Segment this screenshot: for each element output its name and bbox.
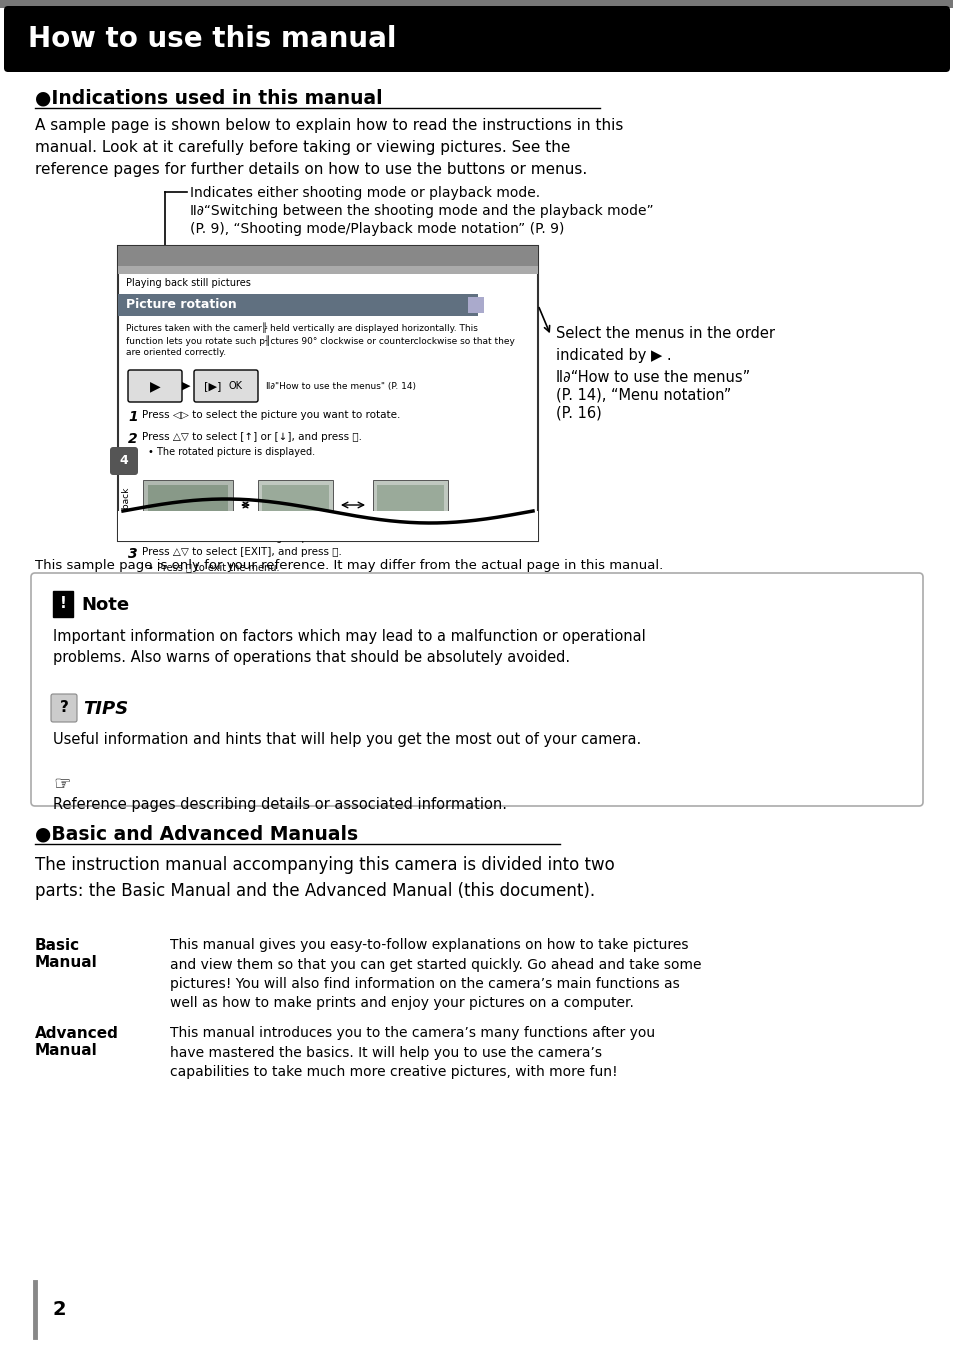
Text: Press △▽ to select [EXIT], and press ⓪.: Press △▽ to select [EXIT], and press ⓪. <box>142 547 341 556</box>
Bar <box>468 297 483 313</box>
Bar <box>373 480 448 531</box>
Bar <box>143 480 233 531</box>
Bar <box>257 480 333 531</box>
Text: • The rotated picture is displayed.: • The rotated picture is displayed. <box>148 446 314 457</box>
Text: 1: 1 <box>128 410 137 423</box>
Text: Press △▽ to select [↑] or [↓], and press ⓪.: Press △▽ to select [↑] or [↓], and press… <box>142 432 361 442</box>
Text: Playback: Playback <box>121 487 130 527</box>
Text: Ⅱ∂“How to use the menus”: Ⅱ∂“How to use the menus” <box>556 370 749 385</box>
Text: ▶: ▶ <box>150 379 160 394</box>
Text: Select the menus in the order: Select the menus in the order <box>556 326 774 341</box>
Text: (P. 14), “Menu notation”: (P. 14), “Menu notation” <box>556 388 731 403</box>
Bar <box>118 246 537 541</box>
FancyBboxPatch shape <box>128 370 182 402</box>
Bar <box>118 294 477 316</box>
Text: This manual gives you easy-to-follow explanations on how to take pictures
and vi: This manual gives you easy-to-follow exp… <box>170 938 700 1011</box>
Bar <box>118 266 537 274</box>
Text: ▶: ▶ <box>182 381 190 391</box>
Text: Original picture: Original picture <box>262 535 333 543</box>
Text: (P. 16): (P. 16) <box>556 406 601 421</box>
Text: ●Indications used in this manual: ●Indications used in this manual <box>35 88 382 107</box>
Text: 2: 2 <box>53 1300 67 1319</box>
FancyBboxPatch shape <box>4 5 949 72</box>
Text: ☞: ☞ <box>53 775 71 794</box>
Text: !: ! <box>59 597 67 612</box>
Text: indicated by ▶ .: indicated by ▶ . <box>556 347 671 364</box>
Text: Basic
Manual: Basic Manual <box>35 938 97 970</box>
Text: Playing back still pictures: Playing back still pictures <box>126 278 251 288</box>
Bar <box>148 484 228 525</box>
Text: Ⅱ∂"How to use the menus" (P. 14): Ⅱ∂"How to use the menus" (P. 14) <box>266 381 416 391</box>
Text: Advanced
Manual: Advanced Manual <box>35 1026 119 1058</box>
Text: ●Basic and Advanced Manuals: ●Basic and Advanced Manuals <box>35 824 357 843</box>
Text: Important information on factors which may lead to a malfunction or operational
: Important information on factors which m… <box>53 630 645 665</box>
Bar <box>53 592 73 617</box>
Text: The instruction manual accompanying this camera is divided into two
parts: the B: The instruction manual accompanying this… <box>35 856 614 900</box>
Text: ?: ? <box>59 700 69 715</box>
FancyBboxPatch shape <box>30 573 923 806</box>
Text: Press ◁▷ to select the picture you want to rotate.: Press ◁▷ to select the picture you want … <box>142 410 400 421</box>
Text: Indicates either shooting mode or playback mode.: Indicates either shooting mode or playba… <box>190 186 539 199</box>
FancyBboxPatch shape <box>51 693 77 722</box>
Text: • Press ⓪ to exit the menu.: • Press ⓪ to exit the menu. <box>148 562 279 573</box>
Text: Ⅱ∂“Switching between the shooting mode and the playback mode”: Ⅱ∂“Switching between the shooting mode a… <box>190 204 653 218</box>
Text: 2: 2 <box>128 432 137 446</box>
Text: are oriented correctly.: are oriented correctly. <box>126 347 226 357</box>
Bar <box>118 512 537 541</box>
Text: A sample page is shown below to explain how to read the instructions in this
man: A sample page is shown below to explain … <box>35 118 622 178</box>
Text: Useful information and hints that will help you get the most out of your camera.: Useful information and hints that will h… <box>53 731 640 746</box>
Text: This sample page is only for your reference. It may differ from the actual page : This sample page is only for your refere… <box>35 559 662 573</box>
Text: This manual introduces you to the camera’s many functions after you
have mastere: This manual introduces you to the camera… <box>170 1026 655 1079</box>
Bar <box>0 0 953 8</box>
Bar <box>118 246 537 266</box>
Text: How to use this manual: How to use this manual <box>28 24 396 53</box>
Text: OK: OK <box>229 381 243 391</box>
Text: Picture rotation: Picture rotation <box>126 299 236 312</box>
Text: Reference pages describing details or associated information.: Reference pages describing details or as… <box>53 797 506 811</box>
Text: Pictures taken with the camer╠ held vertically are displayed horizontally. This: Pictures taken with the camer╠ held vert… <box>126 322 477 332</box>
Text: 3: 3 <box>128 547 137 560</box>
FancyBboxPatch shape <box>110 446 138 475</box>
Text: (P. 9), “Shooting mode/Playback mode notation” (P. 9): (P. 9), “Shooting mode/Playback mode not… <box>190 223 564 236</box>
Bar <box>376 484 443 525</box>
Text: [▶]: [▶] <box>204 381 221 391</box>
Text: function lets you rotate such p╢ctures 90° clockwise or counterclockwise so that: function lets you rotate such p╢ctures 9… <box>126 335 515 346</box>
Text: Note: Note <box>81 596 129 613</box>
Bar <box>262 484 329 525</box>
FancyBboxPatch shape <box>193 370 257 402</box>
Text: TIPS: TIPS <box>83 700 128 718</box>
Text: 4: 4 <box>119 455 129 468</box>
